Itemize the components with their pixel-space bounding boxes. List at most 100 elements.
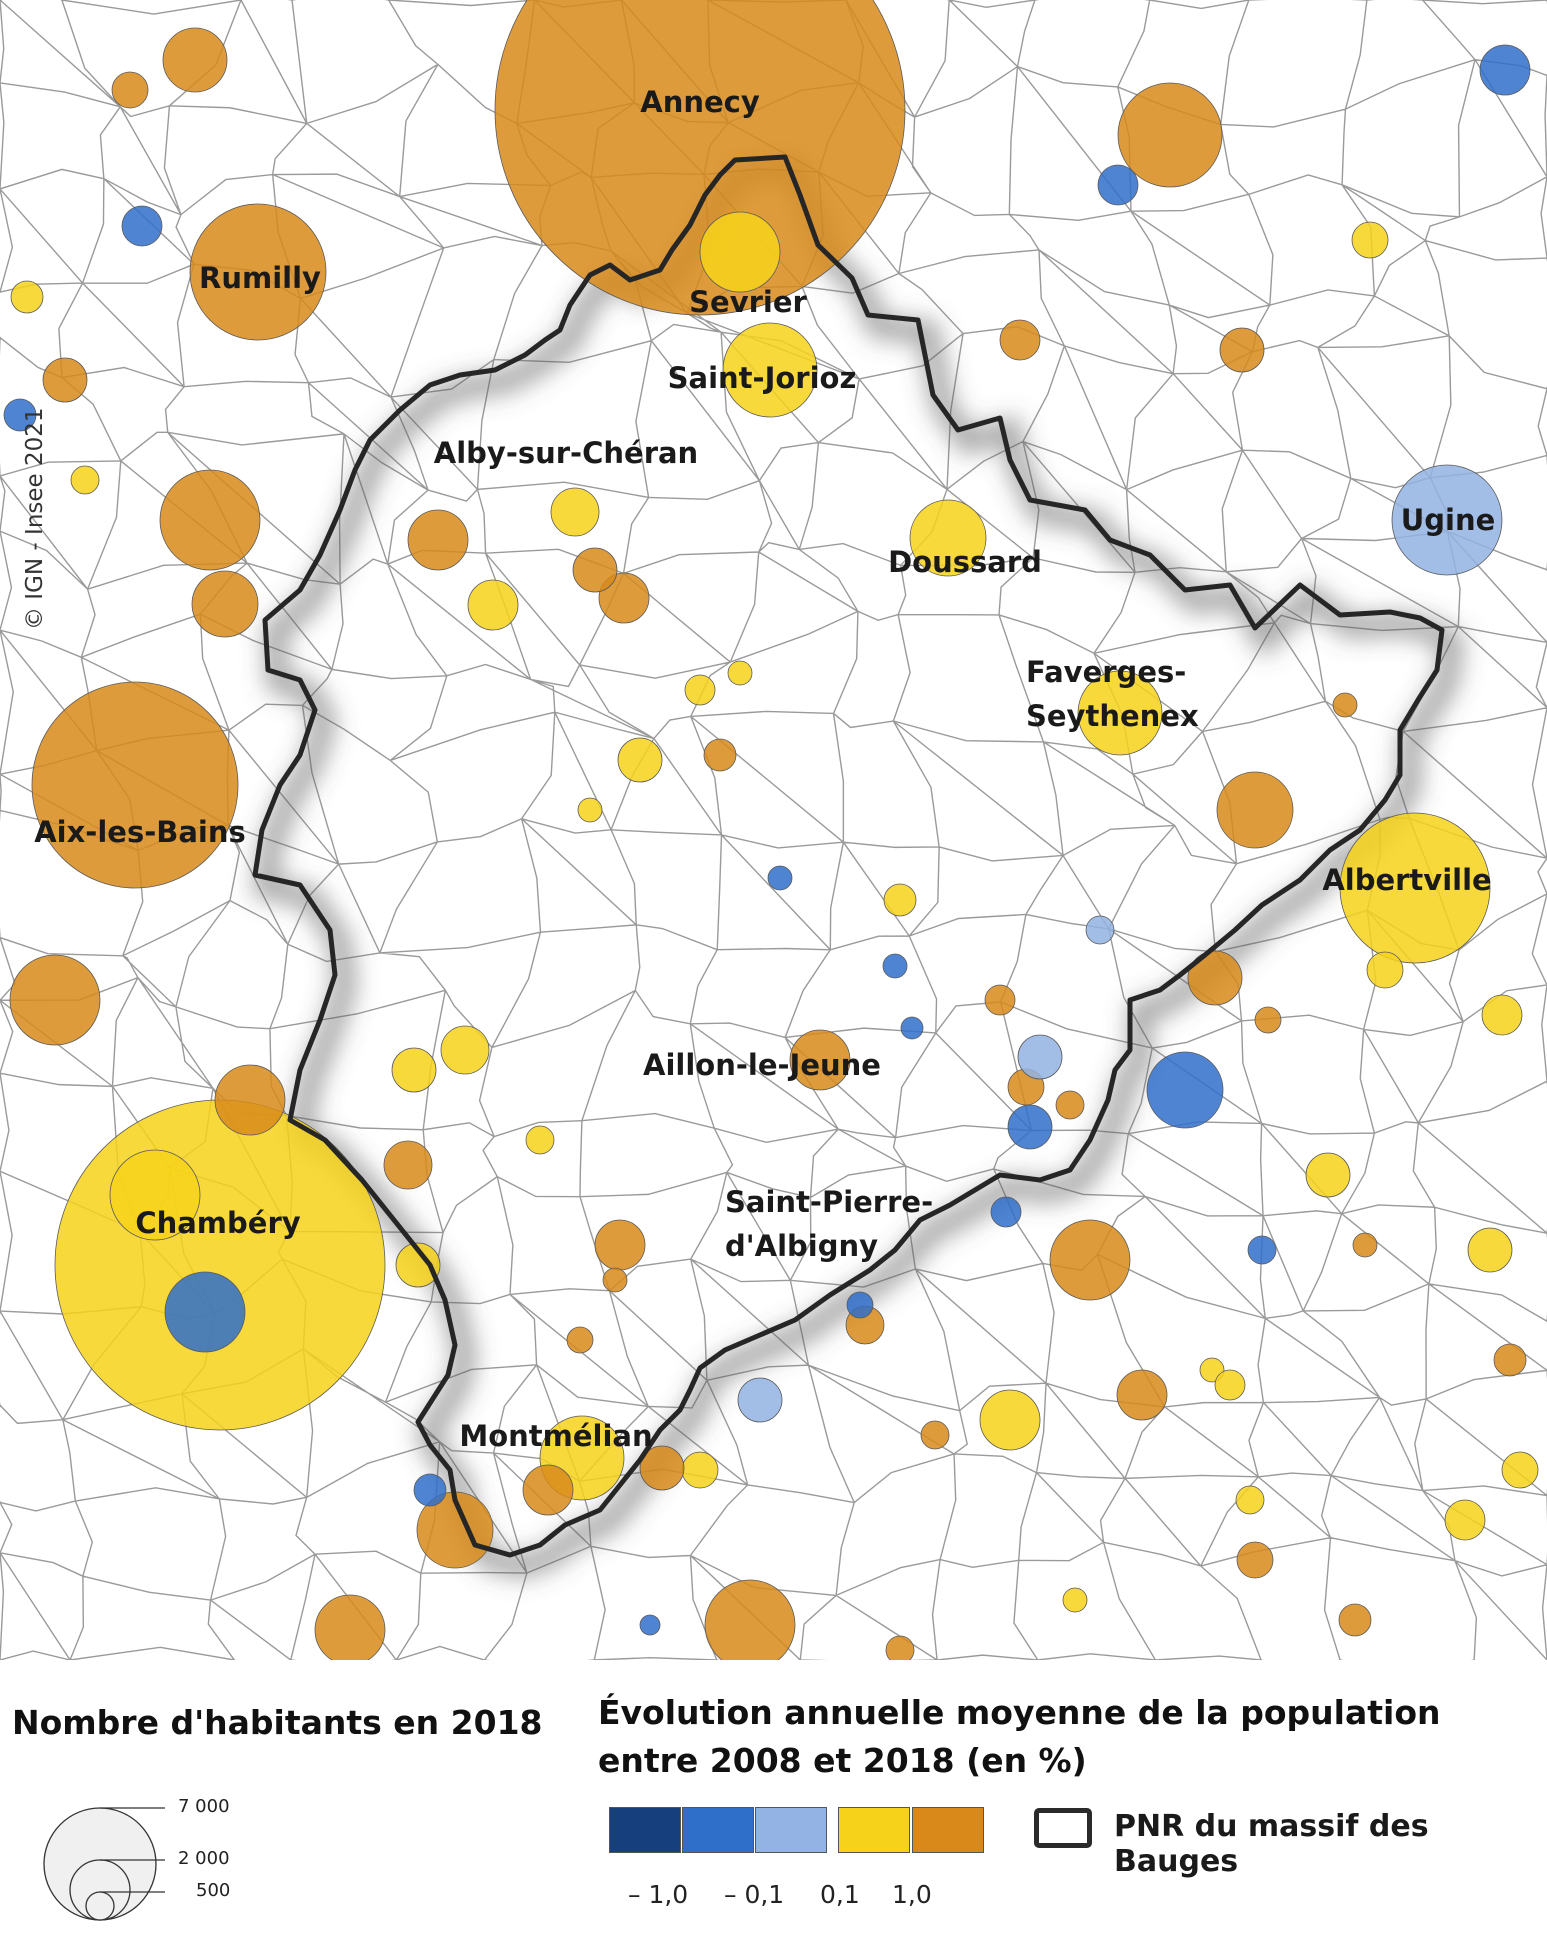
commune-bubble xyxy=(1235,1485,1265,1515)
commune-bubble xyxy=(9,954,101,1046)
commune-bubble xyxy=(1214,1369,1246,1401)
commune-bubble xyxy=(413,1473,447,1507)
commune-bubble xyxy=(191,570,259,638)
commune-bubble xyxy=(1391,464,1503,576)
commune-bubble xyxy=(1062,1587,1088,1613)
label-montmelian: Montmélian xyxy=(459,1419,652,1453)
commune-bubble xyxy=(1501,1451,1539,1489)
commune-bubble xyxy=(1007,1104,1053,1150)
commune-bubble xyxy=(920,1420,950,1450)
label-aillon-le-jeune: Aillon-le-Jeune xyxy=(643,1048,881,1082)
label-saint-pierre-2: d'Albigny xyxy=(725,1229,878,1263)
commune-bubble xyxy=(1077,670,1163,756)
commune-bubble xyxy=(883,883,917,917)
size-2000: 2 000 xyxy=(178,1848,230,1869)
commune-bubble xyxy=(1366,951,1404,989)
label-chambery: Chambéry xyxy=(135,1206,300,1240)
commune-bubble xyxy=(598,572,650,624)
commune-bubble xyxy=(31,681,239,889)
label-saint-jorioz: Saint-Jorioz xyxy=(668,361,857,395)
label-aix-les-bains: Aix-les-Bains xyxy=(34,815,246,849)
commune-bubble xyxy=(572,547,618,593)
commune-bubble xyxy=(550,487,600,537)
commune-bubble xyxy=(1305,1152,1351,1198)
commune-bubble xyxy=(109,1149,201,1241)
class-minus-1-to-minus-0-1 xyxy=(682,1807,754,1853)
commune-bubble xyxy=(1351,221,1389,259)
commune-bubble xyxy=(314,1594,386,1660)
commune-bubble xyxy=(1493,1343,1527,1377)
map: Annecy Rumilly Sevrier Saint-Jorioz Alby… xyxy=(0,0,1547,1660)
commune-bubble xyxy=(1236,1541,1274,1579)
commune-bubble xyxy=(162,27,228,93)
commune-bubble xyxy=(3,398,37,432)
commune-bubble xyxy=(189,203,327,341)
break-minus-0-1: – 0,1 xyxy=(724,1880,785,1909)
commune-bubble xyxy=(1467,1227,1513,1273)
commune-bubble xyxy=(703,738,737,772)
commune-bubble xyxy=(1049,1219,1131,1301)
class-above-1 xyxy=(912,1807,984,1853)
commune-bubble xyxy=(494,0,906,316)
size-7000: 7 000 xyxy=(178,1796,230,1817)
commune-bubble xyxy=(467,579,519,631)
commune-bubble xyxy=(1352,1232,1378,1258)
commune-bubble xyxy=(111,71,149,109)
label-saint-pierre-1: Saint-Pierre- xyxy=(725,1185,933,1219)
commune-bubble xyxy=(1339,812,1491,964)
commune-bubble xyxy=(699,211,781,293)
commune-bubble xyxy=(121,205,163,247)
population-bubbles xyxy=(3,0,1539,1660)
commune-bubble xyxy=(395,1242,441,1288)
commune-bubble xyxy=(639,1445,685,1491)
commune-bubble xyxy=(391,1047,437,1093)
commune-bubble xyxy=(885,1635,915,1660)
commune-bubble xyxy=(1479,44,1531,96)
commune-bubble xyxy=(909,499,987,577)
commune-bubble xyxy=(525,1125,555,1155)
copyright-credit: © IGN - Insee 2021 xyxy=(22,407,48,630)
commune-bubble xyxy=(1254,1006,1282,1034)
commune-bubble xyxy=(882,953,908,979)
label-annecy: Annecy xyxy=(640,85,760,119)
commune-bubble xyxy=(214,1064,286,1136)
class-below-minus-1 xyxy=(609,1807,681,1853)
commune-bubble xyxy=(900,1016,924,1040)
commune-bubble xyxy=(1187,950,1243,1006)
commune-bubble xyxy=(979,1389,1041,1451)
break-minus-1: – 1,0 xyxy=(628,1880,689,1909)
commune-bubble xyxy=(10,280,44,314)
label-doussard: Doussard xyxy=(888,545,1042,579)
color-legend-title-2: entre 2008 et 2018 (en %) xyxy=(598,1741,1087,1780)
commune-bubble xyxy=(407,509,469,571)
commune-bubble xyxy=(1444,1499,1486,1541)
commune-bubble xyxy=(737,1377,783,1423)
commune-bubble xyxy=(70,465,100,495)
commune-bubble xyxy=(990,1196,1022,1228)
commune-bubble xyxy=(577,797,603,823)
commune-bubble xyxy=(767,865,793,891)
park-boundary xyxy=(252,154,1445,1558)
commune-bubble xyxy=(617,737,663,783)
commune-bubble xyxy=(1216,771,1294,849)
place-labels: Annecy Rumilly Sevrier Saint-Jorioz Alby… xyxy=(34,85,1495,1453)
commune-bubble xyxy=(1338,1603,1372,1637)
commune-bubble xyxy=(1116,1369,1168,1421)
park-boundary-shadow xyxy=(252,157,1464,1579)
label-faverges-2: Seythenex xyxy=(1026,699,1199,733)
commune-bubble xyxy=(383,1140,433,1190)
commune-bubble xyxy=(1085,915,1115,945)
commune-bubble xyxy=(684,674,716,706)
commune-bubble xyxy=(722,322,818,418)
commune-bubble xyxy=(727,660,753,686)
park-boundary-symbol xyxy=(1034,1808,1092,1848)
commune-bubble xyxy=(1017,1034,1063,1080)
commune-bubble xyxy=(1097,164,1139,206)
size-legend xyxy=(43,1807,165,1921)
commune-bubble xyxy=(566,1326,594,1354)
label-ugine: Ugine xyxy=(1401,503,1496,537)
commune-bubble xyxy=(639,1614,661,1636)
label-alby-sur-cheran: Alby-sur-Chéran xyxy=(434,436,698,470)
commune-bubble xyxy=(1332,692,1358,718)
break-1: 1,0 xyxy=(892,1880,932,1909)
